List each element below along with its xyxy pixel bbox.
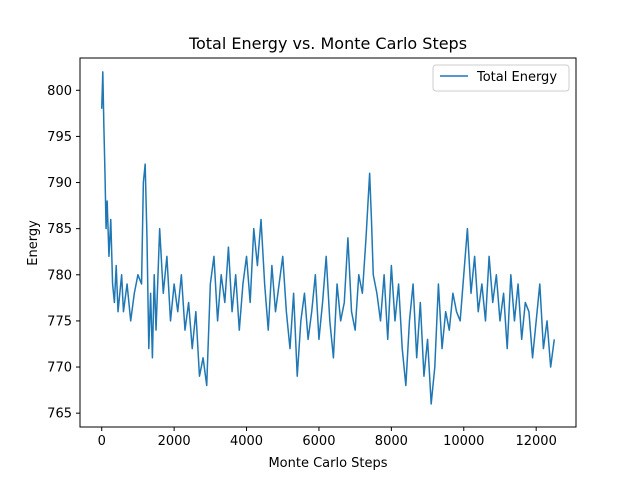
x-tick-label: 0 [98, 434, 106, 449]
x-tick-label: 4000 [230, 434, 263, 449]
y-axis-label: Energy [26, 220, 41, 266]
y-tick-label: 790 [47, 176, 72, 191]
y-axis: 765 770 775 780 785 790 795 800 [47, 84, 80, 422]
axes-frame [79, 57, 577, 428]
y-tick-label: 770 [47, 361, 72, 376]
y-tick-label: 780 [47, 268, 72, 283]
y-tick-label: 800 [47, 84, 72, 99]
x-axis: 0 2000 4000 6000 8000 10000 12000 [98, 427, 557, 449]
x-tick-label: 12000 [515, 434, 556, 449]
x-tick-label: 10000 [443, 434, 484, 449]
legend: Total Energy [432, 64, 570, 92]
y-tick-label: 785 [47, 222, 72, 237]
chart-title: Total Energy vs. Monte Carlo Steps [188, 34, 467, 53]
x-axis-label: Monte Carlo Steps [268, 456, 387, 471]
x-tick-label: 8000 [375, 434, 408, 449]
x-tick-label: 6000 [302, 434, 335, 449]
x-tick-label: 2000 [158, 434, 191, 449]
plot-area [79, 57, 577, 428]
y-tick-label: 765 [47, 407, 72, 422]
series-line-total-energy [100, 71, 556, 405]
legend-label-total-energy: Total Energy [476, 70, 557, 85]
y-tick-label: 795 [47, 130, 72, 145]
legend-box [432, 64, 570, 92]
y-tick-label: 775 [47, 314, 72, 329]
